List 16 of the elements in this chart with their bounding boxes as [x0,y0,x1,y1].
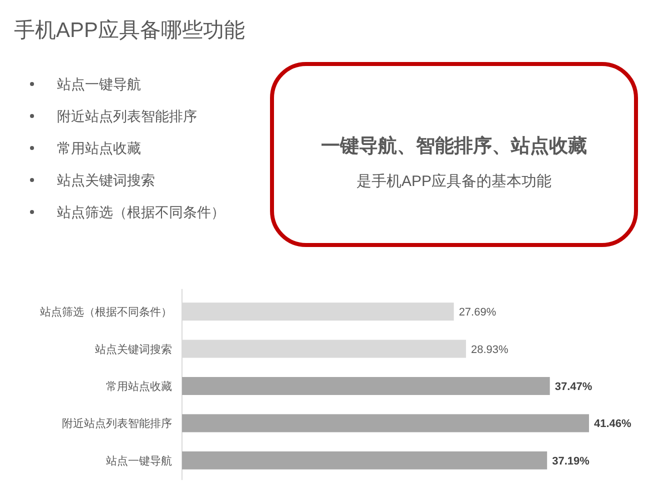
y-tick-label: 站点关键词搜索 [95,342,172,356]
bar [182,451,548,470]
y-tick-label: 站点筛选（根据不同条件） [40,306,172,319]
data-label: 28.93% [470,344,509,356]
bar [182,414,589,432]
text: 手机APP应具备哪些功能 [14,19,246,42]
text: 是手机APP应具备的基本功能 [356,173,552,190]
text: 一键导航、智能排序、站点收藏 [321,135,587,157]
data-label: 37.47% [554,381,592,393]
y-tick-label: 附近站点列表智能排序 [62,417,172,430]
data-label: 37.19% [552,455,590,468]
data-label: 27.69% [458,306,496,319]
y-tick-label: 常用站点收藏 [106,380,172,393]
y-tick-label: 站点一键导航 [106,454,172,468]
bar [182,377,550,395]
data-label: 41.46% [594,418,632,430]
